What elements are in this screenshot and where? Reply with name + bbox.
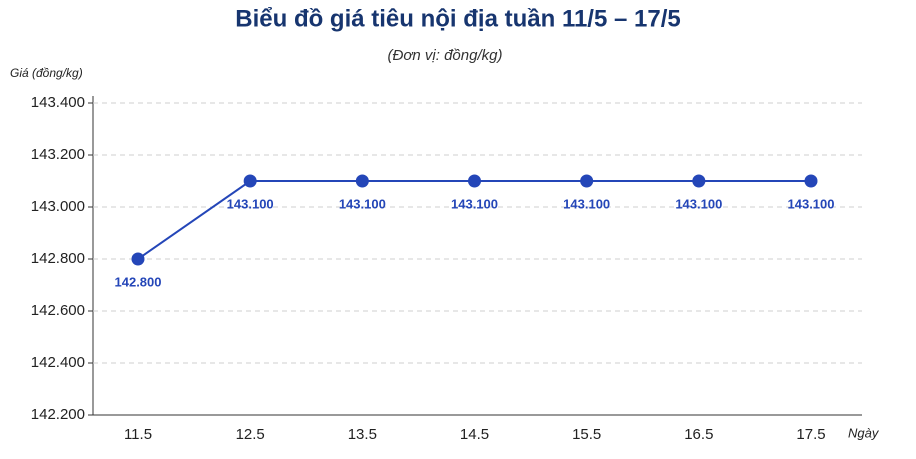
- y-tick-label: 143.400: [31, 94, 85, 111]
- chart-title: Biểu đồ giá tiêu nội địa tuần 11/5 – 17/…: [235, 5, 680, 32]
- value-label: 143.100: [451, 196, 498, 211]
- value-label: 143.100: [675, 196, 722, 211]
- point: [468, 174, 481, 188]
- line: [137, 180, 811, 260]
- point: [692, 174, 706, 188]
- chart-subtitle: (Đơn vị: đồng/kg): [388, 47, 503, 64]
- y-axis-label: Giá (đồng/kg): [10, 66, 83, 80]
- point: [131, 252, 145, 266]
- x-tick-label: 14.5: [460, 426, 489, 443]
- x-tick-label: 12.5: [236, 426, 265, 443]
- x-tick-label: 17.5: [796, 426, 825, 443]
- y-tick-label: 143.000: [31, 198, 85, 215]
- x-tick-label: 15.5: [572, 426, 601, 443]
- value-label: 143.100: [339, 196, 386, 211]
- y-tick-label: 142.400: [31, 354, 85, 371]
- value-label: 143.100: [788, 196, 835, 211]
- x-axis-label: Ngày: [848, 425, 880, 440]
- x-tick-label: 16.5: [684, 426, 713, 443]
- y-tick-label: 142.200: [31, 406, 85, 423]
- value-label: 143.100: [227, 196, 274, 211]
- y-tick-label: 142.800: [31, 250, 85, 267]
- point: [355, 174, 369, 188]
- y-tick-label: 142.600: [31, 302, 85, 319]
- y-tick-label: 143.200: [31, 146, 85, 163]
- value-label: 142.800: [115, 274, 162, 289]
- x-tick-label: 11.5: [124, 426, 152, 443]
- value-label: 143.100: [563, 196, 610, 211]
- x-tick-label: 13.5: [348, 426, 377, 443]
- point: [804, 174, 818, 188]
- point: [243, 174, 257, 188]
- point: [580, 174, 594, 188]
